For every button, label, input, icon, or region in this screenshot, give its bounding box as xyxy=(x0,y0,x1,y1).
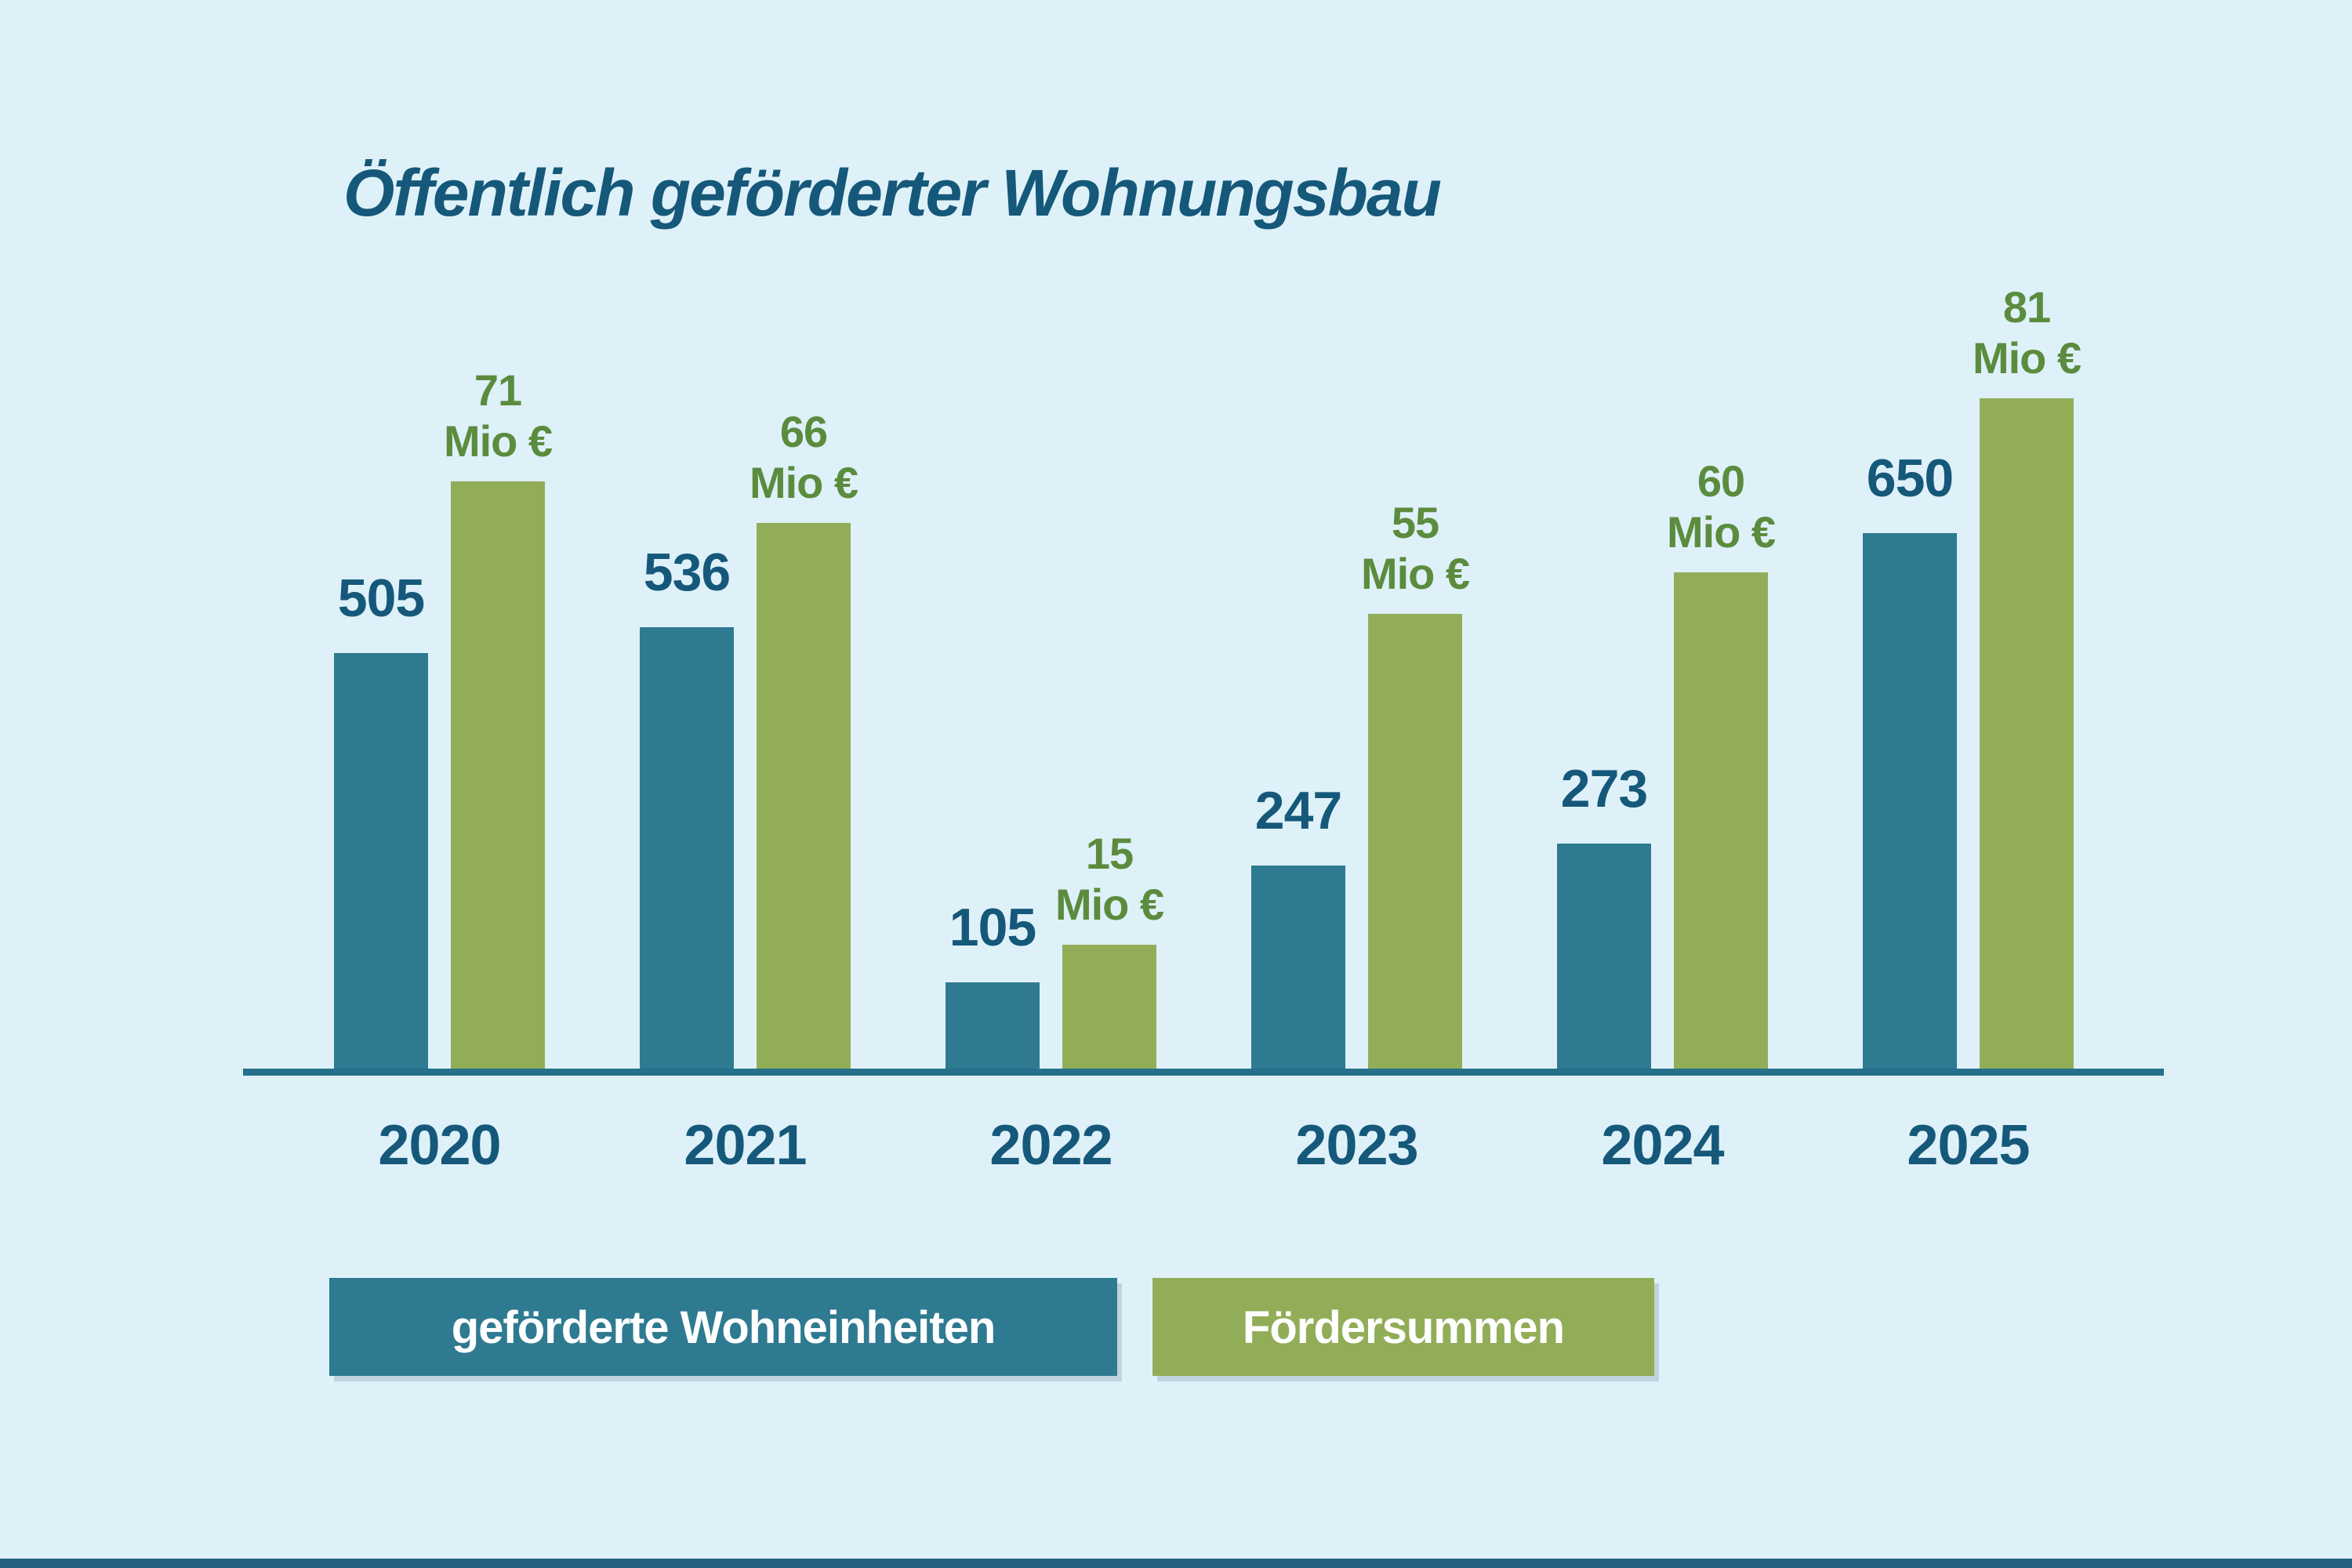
legend-item-wohneinheiten: geförderte Wohneinheiten xyxy=(329,1278,1117,1376)
x-tick-2024: 2024 xyxy=(1601,1114,1724,1177)
bar-wohneinheiten-2021 xyxy=(640,627,734,1069)
value-label-wohneinheiten-2023: 247 xyxy=(1254,781,1342,840)
bar-foerdersummen-2025 xyxy=(1980,398,2074,1069)
legend-item-foerdersummen: Fördersummen xyxy=(1152,1278,1654,1376)
value-label-foerdersummen-2021: 66 Mio € xyxy=(678,407,929,509)
value-label-foerdersummen-2022: 15 Mio € xyxy=(984,829,1235,931)
x-tick-2021: 2021 xyxy=(684,1114,807,1177)
value-label-wohneinheiten-2022: 105 xyxy=(949,898,1036,957)
value-number: 60 xyxy=(1697,456,1745,506)
value-label-wohneinheiten-2021: 536 xyxy=(643,543,731,602)
bar-wohneinheiten-2024 xyxy=(1557,844,1651,1069)
value-unit: Mio € xyxy=(1360,549,1470,599)
value-label-wohneinheiten-2024: 273 xyxy=(1560,759,1648,818)
value-number: 81 xyxy=(2002,282,2051,332)
value-number: 71 xyxy=(474,365,522,416)
bar-wohneinheiten-2020 xyxy=(334,653,428,1069)
bar-wohneinheiten-2025 xyxy=(1863,533,1957,1069)
bar-foerdersummen-2022 xyxy=(1062,945,1156,1069)
x-axis-line xyxy=(243,1069,2164,1076)
x-tick-2020: 2020 xyxy=(378,1114,501,1177)
value-number: 55 xyxy=(1391,498,1439,548)
bar-wohneinheiten-2023 xyxy=(1251,866,1345,1069)
value-label-foerdersummen-2020: 71 Mio € xyxy=(372,365,623,467)
value-label-wohneinheiten-2025: 650 xyxy=(1866,448,1954,508)
value-label-wohneinheiten-2020: 505 xyxy=(337,568,425,628)
x-tick-2023: 2023 xyxy=(1295,1114,1418,1177)
value-unit: Mio € xyxy=(749,458,858,508)
value-unit: Mio € xyxy=(1054,880,1164,930)
bottom-edge-bar xyxy=(0,1559,2352,1568)
bar-foerdersummen-2023 xyxy=(1368,614,1462,1069)
bar-foerdersummen-2021 xyxy=(757,523,851,1069)
chart-title: Öffentlich geförderter Wohnungsbau xyxy=(343,156,1442,230)
bar-wohneinheiten-2022 xyxy=(946,982,1040,1069)
value-label-foerdersummen-2023: 55 Mio € xyxy=(1290,498,1541,600)
bar-foerdersummen-2024 xyxy=(1674,572,1768,1069)
x-tick-2022: 2022 xyxy=(989,1114,1112,1177)
value-label-foerdersummen-2025: 81 Mio € xyxy=(1901,282,2152,384)
value-number: 15 xyxy=(1085,829,1134,879)
value-unit: Mio € xyxy=(443,416,553,466)
x-tick-2025: 2025 xyxy=(1907,1114,2030,1177)
value-number: 66 xyxy=(779,407,828,457)
value-label-foerdersummen-2024: 60 Mio € xyxy=(1595,456,1846,558)
value-unit: Mio € xyxy=(1972,333,2082,383)
bar-foerdersummen-2020 xyxy=(451,481,545,1069)
value-unit: Mio € xyxy=(1666,507,1776,557)
